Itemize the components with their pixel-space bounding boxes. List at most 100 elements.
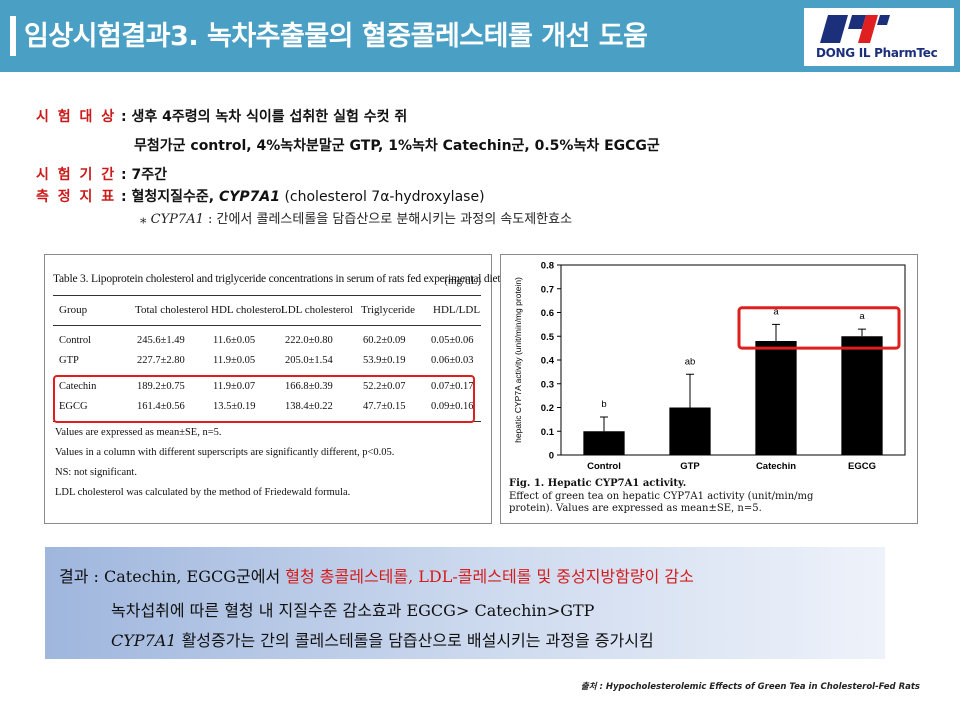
th-hdl-ldl: HDL/LDL: [433, 304, 481, 316]
table-cell: 0.06±0.03: [431, 355, 474, 366]
caption-line-1: Fig. 1. Hepatic CYP7A1 activity.: [509, 478, 687, 489]
company-logo: DONG IL PharmTec: [804, 8, 954, 66]
table-cell: 245.6±1.49: [137, 335, 185, 346]
highlight-box-table: [53, 375, 475, 423]
table-cell: 0.05±0.06: [431, 335, 474, 346]
y-tick-label: 0.1: [541, 427, 555, 438]
subject-line: 시 험 대 상 : 생후 4주령의 녹차 식이를 섭취한 실험 수컷 쥐: [36, 109, 408, 125]
table-cell: 227.7±2.80: [137, 355, 185, 366]
y-tick-label: 0: [549, 451, 554, 462]
logo-mark-icon: [820, 15, 890, 43]
metric-value-suffix: (cholesterol 7α-hydroxylase): [280, 189, 485, 205]
table-cell: Catechin: [59, 381, 97, 392]
th-ldl-cholesterol: LDL cholesterol: [281, 304, 353, 316]
result-line-3: CYP7A1 활성증가는 간의 콜레스테롤을 담즙산으로 배설시키는 과정을 증…: [111, 627, 654, 651]
metric-line: 측 정 지 표 : 혈청지질수준, CYP7A1 (cholesterol 7α…: [36, 189, 485, 205]
table-rule-top: [53, 295, 481, 296]
highlight-box-chart: [737, 306, 901, 350]
table-cell: 11.6±0.05: [213, 335, 256, 346]
table-footnote: Values in a column with different supers…: [55, 447, 395, 458]
significance-letter: b: [601, 399, 606, 410]
table-cell: 11.9±0.07: [213, 381, 256, 392]
table-cell: Control: [59, 335, 92, 346]
cyp7a1-chart-panel: 0 0.1 0.2 0.3 0.4 0.5 0.6 0.7 0.8 hepatic CYP7A a…: [500, 254, 918, 524]
page-title: 임상시험결과3. 녹차추출물의 혈중콜레스테롤 개선 도움: [24, 21, 648, 52]
bar-egcg: [841, 336, 883, 455]
table-rule-header: [53, 325, 481, 326]
y-tick-label: 0.8: [541, 261, 554, 272]
lipoprotein-table-panel: Table 3. Lipoprotein cholesterol and tri…: [44, 254, 505, 524]
metric-value-italic: CYP7A1: [219, 189, 280, 205]
figure-caption: Fig. 1. Hepatic CYP7A1 activity. Effect …: [509, 478, 813, 516]
y-tick-label: 0.6: [541, 308, 554, 319]
y-tick-label: 0.5: [541, 332, 555, 343]
table-cell: GTP: [59, 355, 79, 366]
th-hdl-cholesterol: HDL cholesterol: [211, 304, 285, 316]
result-line1-highlight: 혈청 총콜레스테롤, LDL-콜레스테롤 및 중성지방함량이 감소: [285, 567, 694, 586]
table-cell: 52.2±0.07: [363, 381, 406, 392]
table-title: Table 3. Lipoprotein cholesterol and tri…: [53, 273, 505, 285]
source-citation: 출처 : Hypocholesterolemic Effects of Gree…: [580, 682, 920, 692]
table-cell: 11.9±0.05: [213, 355, 256, 366]
table-cell: 166.8±0.39: [285, 381, 333, 392]
table-unit: (mg/dL): [444, 275, 481, 287]
period-line: 시 험 기 간 : 7주간: [36, 167, 168, 183]
bar-catechin: [755, 341, 797, 455]
x-category-label: GTP: [680, 461, 700, 472]
groups-line: 무첨가군 control, 4%녹차분말군 GTP, 1%녹차 Catechin…: [134, 135, 660, 155]
table-footnote: Values are expressed as mean±SE, n=5.: [55, 427, 222, 438]
results-box: 결과 : Catechin, EGCG군에서 혈청 총콜레스테롤, LDL-콜레…: [45, 547, 885, 659]
subject-label: 시 험 대 상: [36, 109, 117, 125]
table-cell: 205.0±1.54: [285, 355, 333, 366]
note-text: : 간에서 콜레스테롤을 담즙산으로 분해시키는 과정의 속도제한효소: [203, 212, 573, 227]
bar-gtp: [669, 407, 711, 455]
table-cell: 0.07±0.17: [431, 381, 474, 392]
table-cell: 60.2±0.09: [363, 335, 406, 346]
table-cell: 138.4±0.22: [285, 401, 333, 412]
th-triglyceride: Triglyceride: [361, 304, 415, 316]
table-cell: 53.9±0.19: [363, 355, 406, 366]
table-cell: 222.0±0.80: [285, 335, 333, 346]
significance-letter: ab: [685, 356, 696, 367]
result-line1-a: Catechin, EGCG군에서: [98, 567, 286, 586]
caption-line-3: protein). Values are expressed as mean±S…: [509, 503, 762, 514]
significance-letter: a: [859, 311, 865, 322]
y-axis-label: hepatic CYP7A activity (unit/min/mg prot…: [513, 277, 523, 443]
y-tick-label: 0.4: [541, 356, 555, 367]
bar-control: [583, 431, 625, 455]
result-label: 결과 :: [59, 567, 99, 586]
table-footnote: NS: not significant.: [55, 467, 137, 478]
x-category-label: Catechin: [756, 461, 796, 472]
table-cell: 13.5±0.19: [213, 401, 256, 412]
y-tick-label: 0.7: [541, 284, 554, 295]
note-star-icon: ⁎: [140, 212, 151, 227]
result-line-2: 녹차섭취에 따른 혈청 내 지질수준 감소효과 EGCG> Catechin>G…: [111, 601, 595, 620]
cyp7a1-bar-chart: 0 0.1 0.2 0.3 0.4 0.5 0.6 0.7 0.8 hepatic CYP7A a…: [513, 261, 906, 472]
table-cell: 47.7±0.15: [363, 401, 406, 412]
y-tick-label: 0.3: [541, 379, 554, 390]
subject-value: 생후 4주령의 녹차 식이를 섭취한 실험 수컷 쥐: [131, 109, 408, 125]
table-cell: 161.4±0.56: [137, 401, 185, 412]
significance-letter: a: [773, 306, 779, 317]
table-cell: 0.09±0.16: [431, 401, 474, 412]
table-footnote: LDL cholesterol was calculated by the me…: [55, 487, 351, 498]
period-label: 시 험 기 간: [36, 167, 117, 183]
note-italic: CYP7A1: [150, 212, 204, 227]
cyp7a1-note: ⁎ CYP7A1 : 간에서 콜레스테롤을 담즙산으로 분해시키는 과정의 속도…: [140, 208, 572, 227]
table-cell: 189.2±0.75: [137, 381, 185, 392]
th-total-cholesterol: Total cholesterol: [135, 304, 209, 316]
metric-value-prefix: 혈청지질수준,: [131, 189, 219, 205]
result-line3-text: 활성증가는 간의 콜레스테롤을 담즙산으로 배설시키는 과정을 증가시킴: [176, 631, 654, 650]
logo-text: DONG IL PharmTec: [816, 46, 938, 60]
result-line3-italic: CYP7A1: [111, 631, 177, 650]
table-cell: EGCG: [59, 401, 88, 412]
x-category-label: EGCG: [848, 461, 876, 472]
th-group: Group: [59, 304, 88, 316]
title-accent-bar: [10, 16, 16, 56]
header-banner: 임상시험결과3. 녹차추출물의 혈중콜레스테롤 개선 도움 DONG IL Ph…: [0, 0, 960, 72]
period-value: 7주간: [131, 167, 168, 183]
x-category-label: Control: [587, 461, 621, 472]
caption-line-2: Effect of green tea on hepatic CYP7A1 ac…: [509, 490, 814, 502]
result-line-1: 결과 : Catechin, EGCG군에서 혈청 총콜레스테롤, LDL-콜레…: [59, 563, 694, 587]
metric-label: 측 정 지 표: [36, 189, 117, 205]
